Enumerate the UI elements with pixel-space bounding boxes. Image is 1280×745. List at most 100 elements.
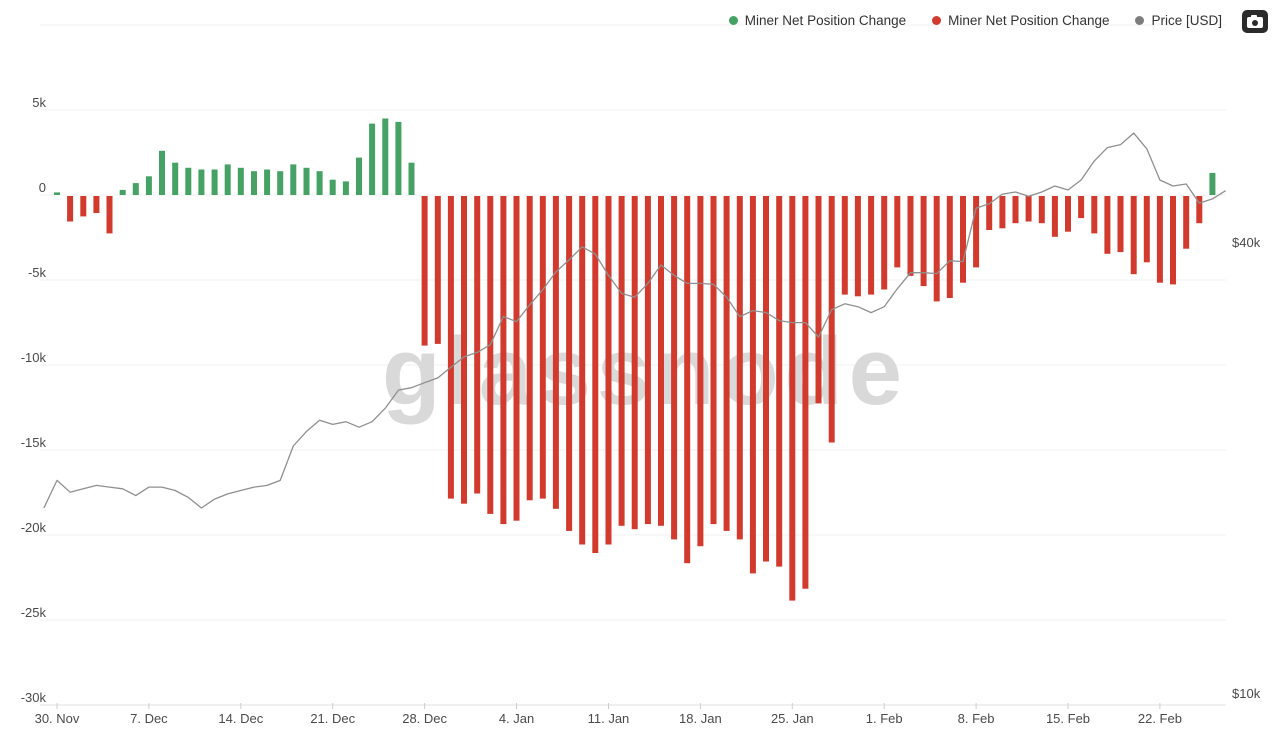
miner-net-position-bar[interactable] [1078, 196, 1085, 219]
miner-net-position-bar[interactable] [697, 196, 704, 547]
miner-net-position-bar[interactable] [447, 196, 454, 499]
miner-net-position-bar[interactable] [1012, 196, 1019, 224]
miner-net-position-bar[interactable] [1209, 172, 1216, 195]
miner-net-position-bar[interactable] [605, 196, 612, 545]
miner-net-position-bar[interactable] [290, 164, 297, 195]
miner-net-position-bar[interactable] [933, 196, 940, 302]
x-axis-tick-label: 4. Jan [498, 711, 535, 726]
miner-net-position-bar[interactable] [566, 196, 573, 531]
miner-net-position-bar[interactable] [421, 196, 428, 346]
miner-net-position-bar[interactable] [1143, 196, 1150, 263]
miner-net-position-bar[interactable] [132, 183, 139, 195]
miner-net-position-bar[interactable] [185, 167, 192, 195]
miner-net-position-bar[interactable] [198, 169, 205, 196]
miner-net-position-bar[interactable] [1156, 196, 1163, 283]
miner-net-position-bar[interactable] [802, 196, 809, 589]
miner-net-position-bar[interactable] [54, 192, 60, 195]
miner-net-position-bar[interactable] [881, 196, 888, 290]
miner-net-position-bar[interactable] [500, 196, 507, 525]
miner-net-position-bar[interactable] [1104, 196, 1111, 254]
miner-net-position-bar[interactable] [736, 196, 743, 540]
miner-net-position-bar[interactable] [592, 196, 599, 553]
miner-net-position-bar[interactable] [67, 196, 74, 222]
miner-net-position-bar[interactable] [946, 196, 953, 298]
miner-net-position-bar[interactable] [854, 196, 861, 297]
miner-net-position-bar[interactable] [211, 169, 218, 196]
legend-item-miner-net-position-negative[interactable]: Miner Net Position Change [932, 13, 1109, 28]
miner-net-position-bar[interactable] [277, 171, 284, 195]
miner-net-position-bar[interactable] [1038, 196, 1045, 224]
miner-net-position-bar[interactable] [776, 196, 783, 567]
miner-net-position-bar[interactable] [172, 162, 179, 195]
miner-net-position-bar[interactable] [513, 196, 520, 521]
miner-net-position-bar[interactable] [789, 196, 796, 601]
miner-net-position-bar[interactable] [828, 196, 835, 443]
miner-net-position-bar[interactable] [119, 189, 126, 195]
x-axis-tick-label: 14. Dec [218, 711, 264, 726]
miner-net-position-bar[interactable] [461, 196, 467, 504]
glassnode-watermark: glassnode [382, 318, 900, 425]
miner-net-position-bar[interactable] [474, 196, 481, 494]
miner-net-position-bar[interactable] [749, 196, 756, 574]
miner-net-position-bar[interactable] [264, 169, 271, 196]
miner-net-position-bar[interactable] [763, 196, 769, 562]
miner-net-position-bar[interactable] [618, 196, 625, 526]
miner-net-position-bar[interactable] [539, 196, 546, 499]
miner-net-position-bar[interactable] [868, 196, 875, 295]
miner-net-position-bar[interactable] [251, 171, 257, 195]
miner-net-position-bar[interactable] [1117, 196, 1124, 253]
miner-net-position-bar[interactable] [382, 118, 389, 196]
miner-net-position-bar[interactable] [999, 196, 1006, 229]
miner-net-position-bar[interactable] [356, 157, 362, 195]
miner-net-position-bar[interactable] [986, 196, 993, 230]
miner-net-position-bar[interactable] [723, 196, 730, 531]
miner-net-position-bar[interactable] [1051, 196, 1058, 237]
miner-net-position-bar[interactable] [395, 121, 402, 195]
miner-net-position-bar[interactable] [369, 123, 376, 195]
miner-net-position-bar[interactable] [631, 196, 638, 530]
camera-screenshot-button[interactable] [1242, 10, 1268, 33]
miner-net-position-bar[interactable] [408, 162, 415, 195]
miner-net-position-bar[interactable] [1091, 196, 1098, 234]
miner-net-position-bar[interactable] [1170, 196, 1176, 285]
miner-net-position-bar[interactable] [303, 167, 310, 195]
miner-net-position-bar[interactable] [329, 179, 336, 195]
miner-net-position-bar[interactable] [1025, 196, 1032, 222]
miner-net-position-bar[interactable] [644, 196, 651, 525]
miner-net-position-bar[interactable] [434, 196, 441, 344]
miner-net-position-bar[interactable] [145, 176, 152, 195]
miner-net-position-bar[interactable] [841, 196, 848, 295]
miner-net-position-bar[interactable] [342, 181, 349, 195]
legend-item-miner-net-position-positive[interactable]: Miner Net Position Change [728, 13, 906, 28]
right-axis-price-label: $40k [1232, 235, 1261, 250]
miner-net-position-bar[interactable] [907, 196, 914, 276]
x-axis-tick-label: 28. Dec [402, 711, 448, 726]
miner-net-position-bar[interactable] [710, 196, 717, 525]
price-line[interactable] [43, 132, 1226, 509]
legend-item-price-usd[interactable]: Price [USD] [1135, 13, 1222, 28]
miner-net-position-bar[interactable] [815, 196, 822, 404]
miner-net-position-bar[interactable] [552, 196, 559, 509]
miner-net-position-bar[interactable] [658, 196, 664, 526]
miner-net-position-bar[interactable] [920, 196, 927, 287]
miner-net-position-bar[interactable] [671, 196, 678, 540]
miner-net-position-bar[interactable] [960, 196, 966, 283]
camera-icon [1251, 15, 1257, 18]
miner-net-position-bar[interactable] [93, 196, 100, 213]
miner-net-position-bar[interactable] [237, 167, 244, 195]
miner-net-position-bar[interactable] [684, 196, 691, 564]
miner-net-position-bar[interactable] [316, 171, 323, 195]
miner-net-position-bar[interactable] [80, 196, 87, 217]
miner-net-position-bar[interactable] [224, 164, 231, 195]
miner-net-position-bar[interactable] [1183, 196, 1190, 249]
miner-net-position-bar[interactable] [1065, 196, 1071, 232]
miner-net-position-bar[interactable] [159, 150, 165, 195]
miner-net-position-bar[interactable] [487, 196, 494, 514]
miner-net-position-bar[interactable] [106, 196, 113, 234]
miner-net-position-bar[interactable] [526, 196, 533, 501]
miner-net-position-bar[interactable] [973, 196, 980, 268]
miner-net-position-bar[interactable] [1196, 196, 1203, 224]
miner-net-position-bar[interactable] [579, 196, 586, 545]
miner-net-position-bar[interactable] [894, 196, 901, 268]
miner-net-position-bar[interactable] [1130, 196, 1137, 275]
